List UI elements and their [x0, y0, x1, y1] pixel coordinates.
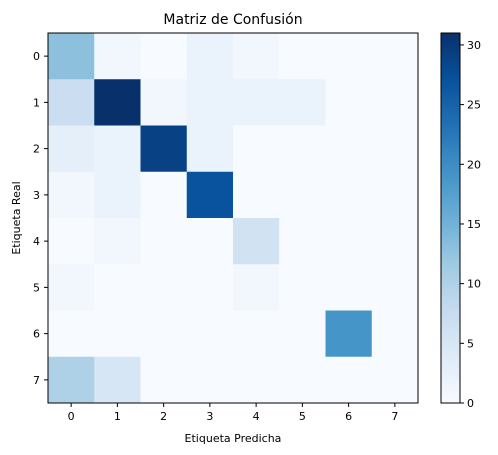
heatmap-cell: [279, 310, 326, 358]
heatmap-cell: [371, 310, 419, 358]
heatmap-cell: [233, 310, 280, 358]
colorbar-tick-label: 25: [467, 99, 481, 112]
x-tick-label: 2: [160, 410, 167, 423]
x-axis-label: Etiqueta Predicha: [185, 432, 282, 445]
x-tick-label: 0: [68, 410, 75, 423]
heatmap-cell: [140, 356, 188, 404]
heatmap-cell: [371, 125, 419, 173]
heatmap-cell: [140, 264, 188, 311]
heatmap-cell: [48, 356, 95, 404]
heatmap-cell: [94, 264, 141, 311]
heatmap-cell: [48, 264, 95, 311]
y-axis-label: Etiqueta Real: [10, 181, 23, 254]
heatmap-cell: [371, 218, 419, 265]
heatmap-cell: [325, 171, 373, 219]
heatmap-cell: [186, 310, 234, 358]
heatmap-cell: [325, 264, 373, 311]
heatmap-cell: [371, 33, 419, 80]
y-tick-label: 2: [33, 143, 40, 156]
heatmap-cell: [186, 218, 234, 265]
heatmap-cell: [371, 264, 419, 311]
heatmap-cells: [48, 33, 419, 404]
heatmap-cell: [279, 218, 326, 265]
heatmap-cell: [94, 79, 141, 126]
heatmap-cell: [279, 33, 326, 80]
heatmap-cell: [279, 171, 326, 219]
colorbar-tick-label: 5: [467, 337, 474, 350]
x-tick-label: 3: [206, 410, 213, 423]
heatmap-cell: [186, 171, 234, 219]
heatmap-cell: [233, 264, 280, 311]
colorbar: [440, 32, 461, 404]
x-tick-label: 1: [114, 410, 121, 423]
heatmap-cell: [94, 125, 141, 173]
plot-frame: [47, 32, 419, 404]
heatmap-cell: [325, 310, 373, 358]
x-tick-label: 4: [253, 410, 260, 423]
heatmap-cell: [48, 171, 95, 219]
heatmap-cell: [279, 125, 326, 173]
heatmap-cell: [325, 125, 373, 173]
heatmap-cell: [186, 79, 234, 126]
heatmap-cell: [48, 310, 95, 358]
heatmap-cell: [94, 310, 141, 358]
y-tick-label: 7: [33, 374, 40, 387]
x-tick-label: 7: [391, 410, 398, 423]
heatmap-cell: [325, 218, 373, 265]
y-tick-label: 4: [33, 235, 40, 248]
heatmap-cell: [186, 264, 234, 311]
y-tick-label: 1: [33, 96, 40, 109]
colorbar-tick-label: 30: [467, 39, 481, 52]
y-axis-ticks: 0 1 2 3 4 5 6 7: [33, 50, 48, 387]
heatmap-cell: [371, 171, 419, 219]
x-tick-label: 6: [345, 410, 352, 423]
heatmap-cell: [94, 356, 141, 404]
heatmap-cell: [186, 125, 234, 173]
heatmap-cell: [186, 33, 234, 80]
heatmap-cell: [94, 171, 141, 219]
heatmap-cell: [325, 356, 373, 404]
heatmap-cell: [233, 125, 280, 173]
heatmap-cell: [279, 356, 326, 404]
heatmap-cell: [140, 79, 188, 126]
heatmap-cell: [279, 79, 326, 126]
heatmap-cell: [140, 218, 188, 265]
colorbar-tick-label: 10: [467, 278, 481, 291]
heatmap-cell: [48, 125, 95, 173]
heatmap-cell: [48, 33, 95, 80]
y-tick-label: 3: [33, 189, 40, 202]
heatmap-cell: [371, 79, 419, 126]
colorbar-tick-label: 15: [467, 218, 481, 231]
heatmap-cell: [325, 79, 373, 126]
heatmap-cell: [233, 79, 280, 126]
heatmap-cell: [233, 171, 280, 219]
heatmap-cell: [140, 310, 188, 358]
y-tick-label: 6: [33, 328, 40, 341]
heatmap-cell: [140, 171, 188, 219]
heatmap-cell: [233, 218, 280, 265]
heatmap-cell: [94, 218, 141, 265]
heatmap-cell: [48, 79, 95, 126]
x-tick-label: 5: [299, 410, 306, 423]
heatmap-cell: [140, 33, 188, 80]
x-axis-ticks: 0 1 2 3 4 5 6 7: [68, 403, 398, 423]
colorbar-ticks: 0 5 10 15 20 25 30: [460, 39, 481, 410]
chart-title: Matriz de Confusión: [163, 12, 302, 28]
y-tick-label: 0: [33, 50, 40, 63]
y-tick-label: 5: [33, 281, 40, 294]
heatmap-cell: [48, 218, 95, 265]
heatmap-cell: [371, 356, 419, 404]
colorbar-tick-label: 0: [467, 397, 474, 410]
heatmap-cell: [94, 33, 141, 80]
heatmap-cell: [279, 264, 326, 311]
heatmap-cell: [186, 356, 234, 404]
heatmap-cell: [233, 356, 280, 404]
heatmap-cell: [233, 33, 280, 80]
heatmap-cell: [325, 33, 373, 80]
colorbar-tick-label: 20: [467, 158, 481, 171]
heatmap-cell: [140, 125, 188, 173]
